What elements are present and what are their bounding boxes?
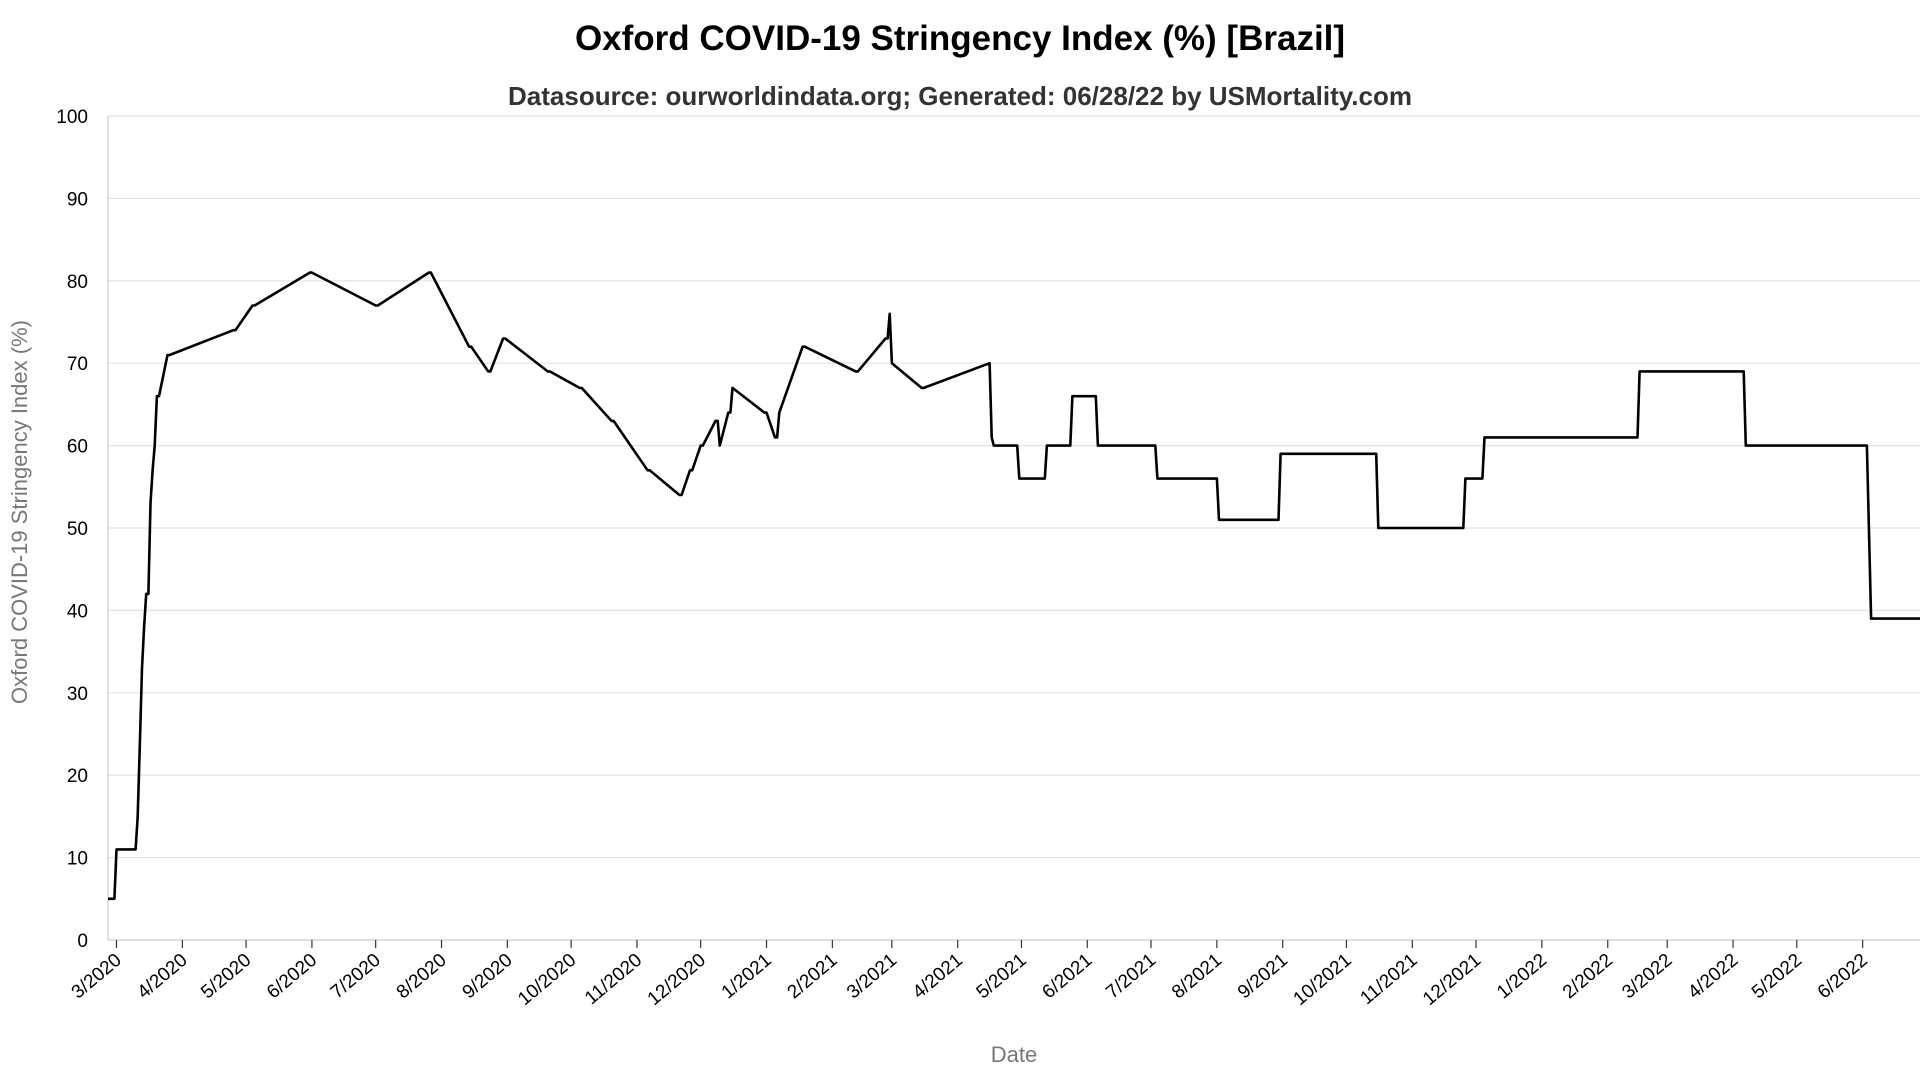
x-tick-label: 4/2021 [909,950,967,1003]
x-tick-label: 9/2020 [459,950,517,1003]
x-tick-label: 2/2021 [784,950,842,1003]
y-tick-label: 0 [77,931,88,952]
x-tick-label: 4/2022 [1684,950,1742,1003]
x-tick-label: 8/2021 [1168,950,1226,1003]
y-tick-label: 80 [67,272,88,293]
x-tick-label: 1/2021 [718,950,776,1003]
grid-lines [108,115,1920,859]
x-tick-label: 12/2020 [644,950,710,1010]
chart-title: Oxford COVID-19 Stringency Index (%) [Br… [575,19,1345,58]
x-tick-label: 7/2020 [327,950,385,1003]
y-tick-label: 10 [67,849,88,870]
y-tick-label: 20 [67,766,88,787]
x-tick-label: 4/2020 [134,950,192,1003]
axes [107,116,1920,941]
y-axis-ticks: 0 10 20 30 40 50 60 70 80 90 100 [56,107,88,952]
x-tick-label: 5/2020 [197,950,255,1003]
x-tick-label: 2/2022 [1559,950,1617,1003]
x-tick-label: 7/2021 [1102,950,1160,1003]
x-tick-label: 11/2020 [581,950,646,1009]
x-tick-label: 10/2021 [1290,950,1356,1010]
x-tick-label: 8/2020 [393,950,451,1003]
y-axis-label: Oxford COVID-19 Stringency Index (%) [7,320,32,704]
y-tick-label: 30 [67,684,88,705]
x-tick-label: 6/2020 [263,950,321,1003]
x-tick-label: 5/2022 [1748,950,1806,1003]
x-axis-label: Date [991,1042,1037,1067]
series-layer [108,271,1920,901]
x-tick-label: 11/2021 [1356,950,1421,1009]
x-axis-ticks: 3/2020 4/2020 5/2020 6/2020 7/2020 8/2020 9/20… [68,940,1872,1010]
y-tick-label: 90 [67,189,88,210]
x-tick-label: 10/2020 [514,950,580,1010]
x-tick-label: 6/2021 [1038,950,1096,1003]
y-tick-label: 60 [67,437,88,458]
y-tick-label: 70 [67,354,88,375]
y-tick-label: 50 [67,519,88,540]
x-tick-label: 3/2021 [843,950,901,1003]
series-line-stringency [108,271,1920,901]
x-tick-label: 1/2022 [1493,950,1551,1003]
x-tick-label: 6/2022 [1814,950,1872,1003]
y-tick-label: 100 [56,107,88,128]
x-tick-label: 5/2021 [973,950,1031,1003]
x-tick-label: 9/2021 [1234,950,1292,1003]
x-tick-label: 3/2020 [68,950,126,1003]
x-tick-label: 12/2021 [1419,950,1485,1010]
y-tick-label: 40 [67,601,88,622]
x-tick-label: 3/2022 [1618,950,1676,1003]
chart-subtitle: Datasource: ourworldindata.org; Generate… [508,81,1412,111]
